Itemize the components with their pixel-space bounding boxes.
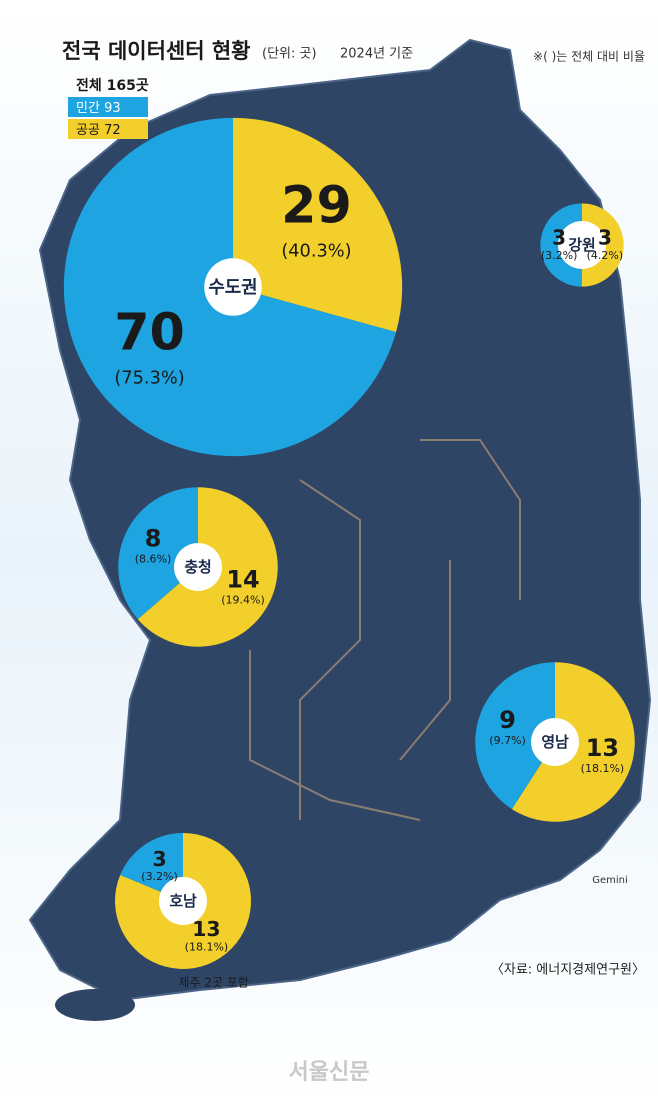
jeju-island (55, 989, 135, 1021)
value-label: 13 (192, 917, 220, 941)
credit: Gemini (592, 875, 628, 886)
pie-slice (118, 487, 198, 620)
region-name: 강원 (568, 236, 595, 254)
region-name: 호남 (169, 892, 197, 910)
legend-name: 민간 (76, 101, 100, 116)
region-badge (174, 543, 222, 591)
region-name: 수도권 (208, 277, 257, 298)
region-badge (204, 258, 262, 316)
region-badge (159, 877, 207, 925)
value-label: 13 (586, 734, 619, 762)
share-label: (9.7%) (489, 734, 526, 747)
region-name: 충청 (184, 558, 211, 576)
value-label: 3 (152, 847, 166, 871)
value-label: 8 (145, 524, 162, 552)
pie-chart: 영남 13(18.1%) 9(9.7%) (475, 662, 635, 822)
legend-value: 93 (104, 101, 121, 116)
share-label: (75.3%) (114, 368, 184, 388)
share-label: (3.2%) (541, 249, 578, 262)
source: 〈자료: 에너지경제연구원〉 (491, 963, 645, 978)
pie-chart: 강원 3(4.2%)3(3.2%) (540, 203, 624, 287)
legend-swatch (68, 119, 148, 139)
pie-chart: 충청 14(19.4%) 8(8.6%) (118, 487, 278, 647)
pie-slice (475, 662, 555, 810)
pie-chart: 호남 13(18.1%) 3(3.2%) 제주 2곳 포함 (115, 833, 251, 990)
share-label: (18.1%) (185, 940, 229, 953)
value-label: 14 (226, 565, 259, 593)
region-name: 영남 (541, 733, 569, 751)
region-badge (558, 221, 606, 269)
map-circuits (249, 439, 521, 821)
legend-value: 72 (104, 123, 121, 138)
share-label: (18.1%) (581, 762, 625, 775)
value-label: 3 (598, 226, 612, 250)
title: 전국 데이터센터 현황 (62, 39, 251, 63)
value-label: 70 (114, 302, 185, 361)
legend-swatch (68, 97, 148, 117)
unit: (단위: 곳) (262, 47, 317, 62)
logo: 서울신문 (289, 1060, 370, 1085)
share-label: (3.2%) (141, 870, 178, 883)
legend-total: 전체 165곳 (76, 77, 149, 94)
legend-label: 공공 72 (76, 123, 121, 138)
date: 2024년 기준 (340, 47, 413, 62)
value-label: 3 (552, 226, 566, 250)
pie-slice (233, 117, 403, 333)
value-label: 9 (499, 706, 516, 734)
legend-label: 민간 93 (76, 101, 121, 116)
share-label: (4.2%) (587, 249, 624, 262)
note: ※( )는 전체 대비 비율 (533, 50, 645, 64)
share-label: (19.4%) (221, 594, 265, 607)
legend-name: 공공 (76, 123, 100, 138)
pie-chart: 수도권 29 (40.3%) 70 (75.3%) (63, 117, 403, 457)
share-label: (8.6%) (135, 553, 172, 566)
share-label: (40.3%) (281, 241, 351, 261)
region-badge (531, 718, 579, 766)
value-label: 29 (281, 175, 352, 234)
pie-note: 제주 2곳 포함 (178, 976, 248, 990)
